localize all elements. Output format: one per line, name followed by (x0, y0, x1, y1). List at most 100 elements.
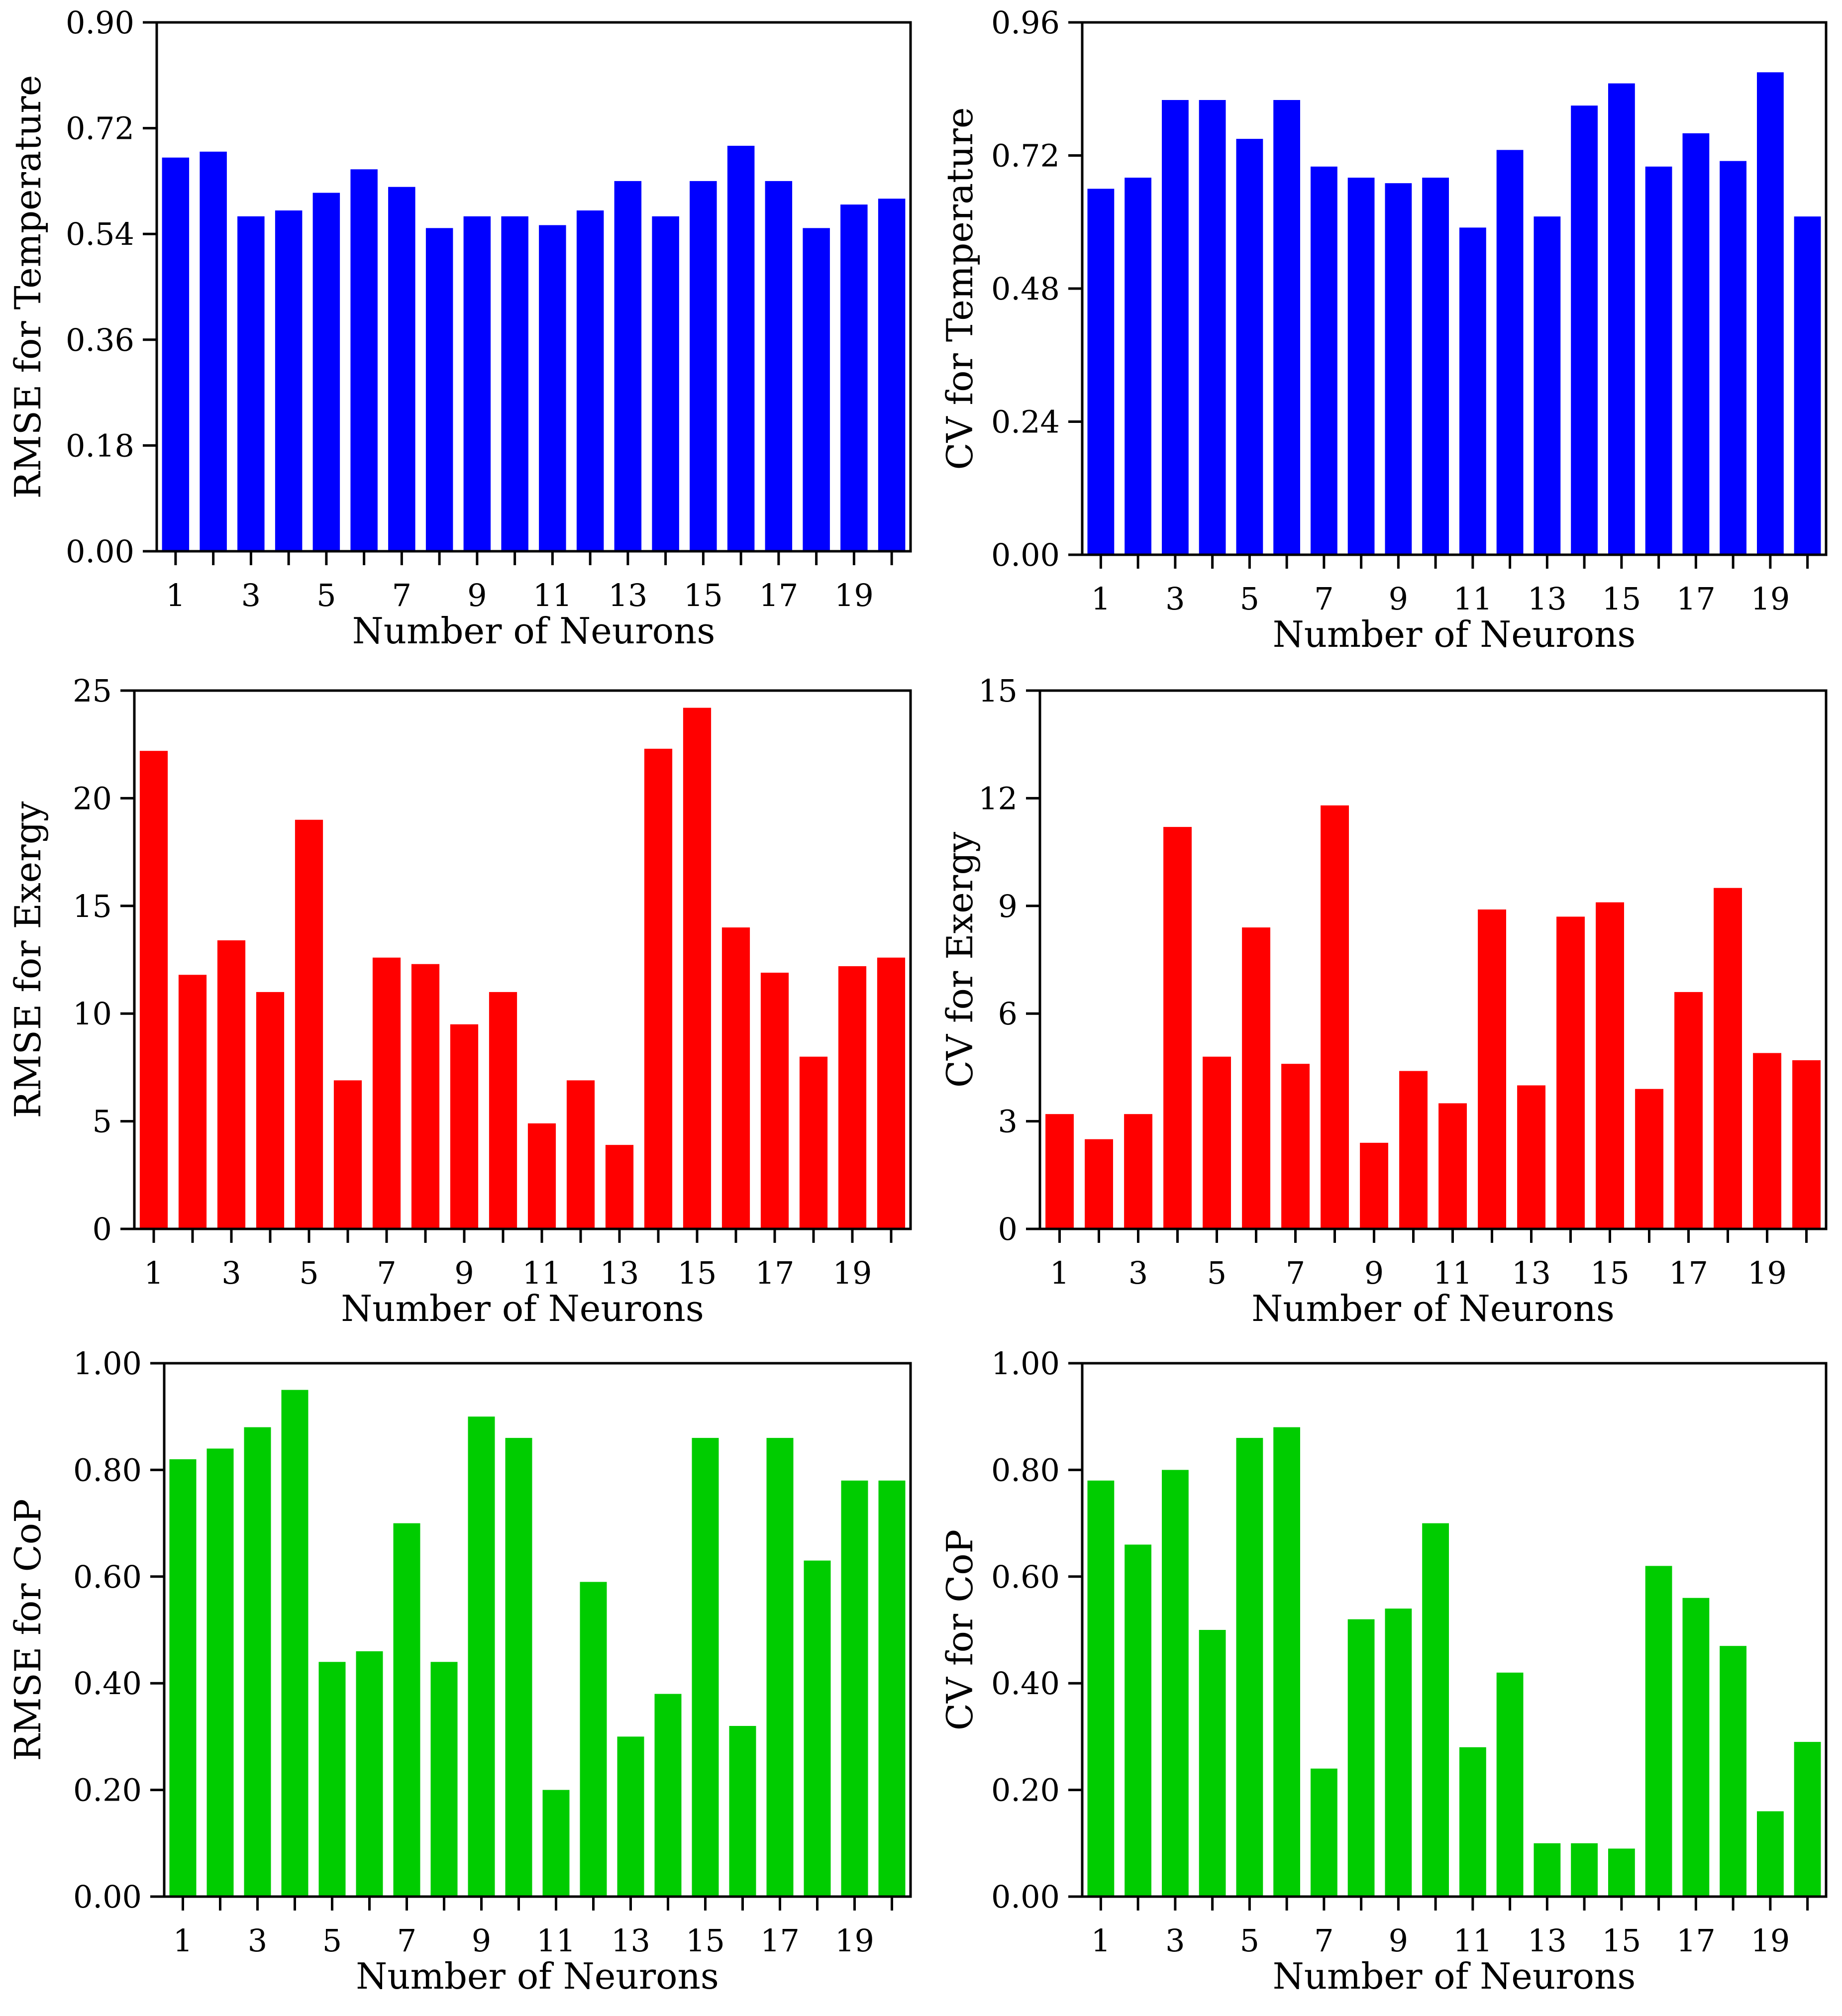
y-axis-label: CV for CoP (939, 1529, 981, 1730)
bar-3 (1124, 1114, 1152, 1229)
chart-rmse-temperature: 0.000.180.360.540.720.901 3 5 7 9 11 13 15 17 19N… (7, 4, 912, 652)
chart-rmse-cop: 0.000.200.400.600.801.001 3 5 7 9 11 13 15 17 19N… (7, 1345, 912, 1997)
bar-10 (501, 216, 528, 551)
x-tick-label: 1 (173, 1922, 193, 1959)
bar-6 (1273, 100, 1300, 555)
bar-5 (312, 193, 340, 551)
y-tick-label: 0.80 (73, 1452, 142, 1488)
plot-frame (163, 1362, 912, 1898)
bar-14 (1556, 916, 1585, 1229)
bar-11 (1459, 1747, 1486, 1897)
bar-2 (1125, 1544, 1151, 1897)
bar-2 (1125, 178, 1151, 555)
y-axis-label: RMSE for Exergy (7, 801, 49, 1118)
y-axis-label: CV for Temperature (939, 107, 981, 470)
bar-9 (468, 1416, 495, 1897)
bar-20 (878, 1480, 906, 1897)
bar-4 (1199, 100, 1226, 555)
x-tick-label: 13 (611, 1922, 650, 1959)
bar-20 (877, 957, 906, 1229)
bar-18 (1714, 888, 1742, 1229)
y-tick-label: 5 (93, 1104, 112, 1140)
bar-3 (244, 1427, 271, 1897)
bar-2 (200, 151, 227, 551)
bar-5 (295, 819, 323, 1229)
y-tick-label: 0.80 (991, 1452, 1060, 1488)
x-tick-label: 5 (1240, 581, 1259, 617)
x-tick-label: 5 (322, 1922, 342, 1959)
bar-13 (1534, 216, 1561, 555)
x-tick-label: 5 (1207, 1255, 1227, 1291)
bar-20 (1794, 1742, 1821, 1897)
bar-16 (721, 927, 750, 1229)
x-tick-label: 17 (1676, 581, 1716, 617)
bar-10 (1422, 1523, 1449, 1897)
bar-8 (430, 1662, 458, 1897)
x-axis-label: Number of Neurons (352, 610, 716, 652)
y-tick-label: 0.72 (991, 138, 1060, 174)
bar-8 (1347, 1619, 1375, 1897)
bar-4 (281, 1390, 308, 1897)
bar-20 (1794, 216, 1821, 555)
y-tick-label: 0 (93, 1211, 112, 1247)
bar-17 (1682, 1598, 1710, 1897)
y-tick-label: 0.40 (73, 1665, 142, 1702)
bar-7 (1311, 1768, 1337, 1897)
bar-4 (1163, 827, 1192, 1229)
y-tick-label: 0.90 (66, 4, 134, 41)
bar-19 (1757, 72, 1784, 555)
y-tick-label: 0.40 (991, 1665, 1060, 1702)
y-tick-label: 25 (73, 673, 112, 709)
bar-11 (539, 225, 566, 551)
bar-5 (1203, 1056, 1231, 1229)
x-tick-label: 19 (1750, 1922, 1790, 1959)
x-tick-label: 7 (1314, 1922, 1333, 1959)
bar-15 (683, 707, 712, 1229)
y-axis-label: RMSE for Temperature (7, 75, 49, 499)
bar-19 (840, 204, 868, 552)
bar-12 (566, 1080, 595, 1229)
x-tick-label: 15 (684, 577, 723, 613)
bar-6 (1273, 1427, 1300, 1897)
bar-13 (1534, 1843, 1561, 1897)
x-tick-label: 17 (759, 577, 798, 613)
x-tick-label: 1 (1091, 581, 1111, 617)
bar-16 (1645, 1566, 1672, 1897)
x-tick-label: 1 (1091, 1922, 1111, 1959)
x-tick-label: 17 (760, 1922, 800, 1959)
bar-5 (1236, 139, 1263, 555)
chart-cv-temperature: 0.000.240.480.720.961 3 5 7 9 11 13 15 17 19Numbe… (939, 4, 1828, 655)
bar-6 (350, 169, 378, 551)
bar-10 (505, 1438, 532, 1897)
bar-1 (162, 157, 190, 551)
y-tick-label: 6 (998, 996, 1018, 1032)
y-tick-label: 0.48 (991, 271, 1060, 307)
bar-5 (1236, 1438, 1263, 1897)
x-tick-label: 15 (686, 1922, 725, 1959)
x-tick-label: 11 (1453, 581, 1492, 617)
y-tick-label: 0.18 (66, 427, 134, 464)
y-tick-label: 0.00 (991, 537, 1060, 573)
y-tick-label: 0.00 (66, 533, 134, 570)
x-tick-label: 7 (392, 577, 411, 613)
x-tick-label: 11 (522, 1255, 562, 1291)
bar-13 (1517, 1085, 1545, 1229)
x-tick-label: 7 (1286, 1255, 1305, 1291)
bar-9 (1360, 1142, 1388, 1229)
bar-15 (1596, 902, 1624, 1229)
bar-8 (1347, 178, 1375, 555)
x-tick-label: 15 (1590, 1255, 1630, 1291)
bar-3 (1162, 1470, 1189, 1897)
bar-1 (169, 1459, 197, 1897)
x-tick-label: 1 (166, 577, 185, 613)
bar-7 (1311, 166, 1337, 555)
x-tick-label: 7 (1314, 581, 1333, 617)
bar-11 (542, 1790, 570, 1897)
x-tick-label: 9 (1364, 1255, 1384, 1291)
x-axis-label: Number of Neurons (1273, 1955, 1636, 1997)
bar-10 (1399, 1071, 1428, 1229)
bar-18 (799, 1056, 828, 1229)
y-tick-label: 0.72 (66, 110, 134, 147)
y-tick-label: 1.00 (73, 1345, 142, 1382)
